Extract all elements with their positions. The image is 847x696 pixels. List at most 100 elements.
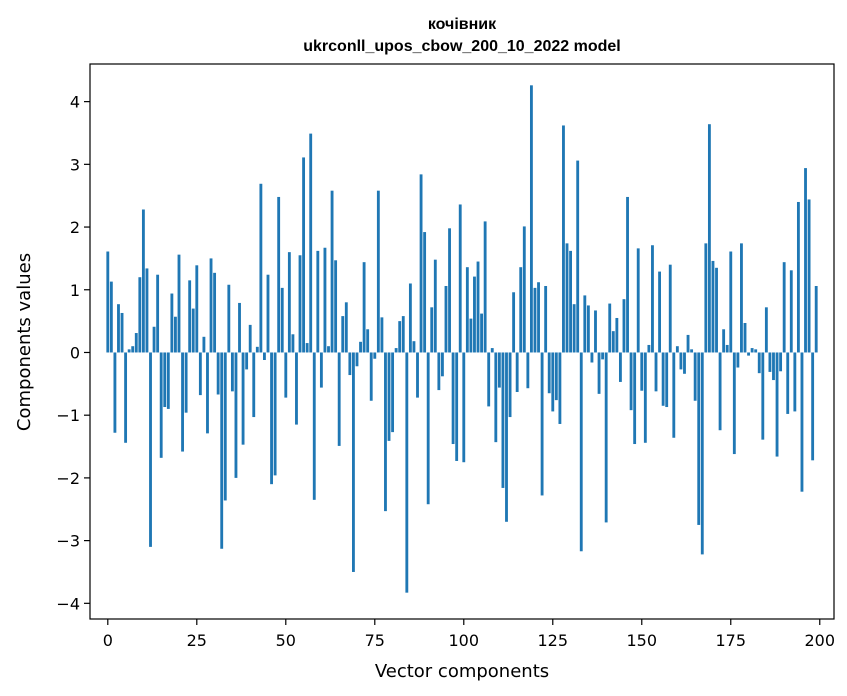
bar — [227, 284, 231, 353]
bar — [387, 352, 391, 441]
bar — [302, 157, 306, 353]
bar — [772, 352, 775, 381]
bar — [384, 352, 387, 512]
bar — [376, 190, 380, 353]
bar — [540, 352, 544, 496]
bar — [693, 352, 697, 401]
bar — [576, 160, 580, 353]
bar — [529, 85, 533, 353]
bar — [668, 264, 672, 353]
bar — [665, 352, 669, 408]
bar — [519, 267, 523, 353]
bar — [348, 352, 352, 376]
bar — [124, 352, 128, 443]
bar — [526, 352, 530, 389]
bar — [533, 287, 537, 353]
bar — [312, 352, 316, 500]
bar — [145, 268, 149, 353]
bar — [398, 321, 402, 353]
bar — [597, 352, 601, 394]
bar — [305, 343, 309, 353]
bar — [800, 352, 804, 492]
bar — [608, 303, 612, 353]
bar — [177, 254, 181, 353]
bar — [462, 352, 466, 463]
bar — [437, 352, 441, 391]
bar — [408, 283, 412, 353]
bar — [583, 295, 587, 353]
bar — [209, 258, 213, 353]
bar — [789, 270, 793, 353]
y-tick-label: −2 — [56, 469, 80, 488]
y-axis: −4 −3 −2 −1 0 1 2 3 4 — [56, 93, 90, 613]
bar — [234, 352, 238, 478]
bar — [355, 352, 359, 367]
bar — [159, 352, 163, 458]
x-tick-label: 50 — [276, 631, 296, 650]
bar — [170, 293, 174, 353]
bar — [337, 352, 341, 446]
bar — [764, 307, 768, 353]
bar — [658, 271, 661, 353]
bar — [732, 352, 736, 455]
x-tick-label: 200 — [804, 631, 835, 650]
bar — [547, 352, 551, 394]
bar — [316, 250, 320, 353]
bar — [654, 352, 658, 392]
bar — [455, 352, 459, 461]
bar — [711, 260, 715, 353]
bar — [736, 352, 740, 368]
bar — [775, 352, 779, 457]
bar — [782, 262, 786, 353]
bar — [804, 168, 807, 353]
y-tick-label: 2 — [70, 218, 80, 237]
bar — [198, 352, 202, 396]
y-tick-label: 4 — [70, 93, 80, 112]
bar — [672, 352, 676, 438]
bar — [779, 352, 783, 372]
bar — [740, 243, 743, 353]
y-tick-label: 3 — [70, 155, 80, 174]
bar — [544, 286, 548, 353]
bar — [793, 352, 797, 412]
bar — [106, 251, 110, 353]
bar — [522, 226, 526, 353]
bar — [416, 352, 419, 398]
bar — [202, 336, 206, 353]
bar — [206, 352, 209, 434]
bar — [497, 352, 501, 388]
bar — [323, 247, 327, 353]
bar — [255, 346, 259, 353]
bar — [565, 243, 569, 353]
bar — [562, 125, 565, 353]
x-tick-label: 25 — [187, 631, 207, 650]
bar — [633, 352, 637, 445]
bar — [458, 204, 462, 353]
bar — [195, 265, 199, 353]
plot-frame — [89, 63, 835, 620]
bar — [263, 352, 266, 360]
chart-subtitle: ukrconll_upos_cbow_200_10_2022 model — [303, 38, 620, 55]
bar — [707, 124, 711, 353]
bar — [291, 334, 295, 353]
bar — [490, 348, 494, 353]
bar — [120, 312, 124, 353]
bar — [586, 305, 590, 353]
bar — [473, 276, 476, 353]
x-tick-label: 100 — [449, 631, 480, 650]
bar — [344, 302, 348, 353]
bar — [309, 133, 313, 353]
bar — [476, 261, 480, 353]
bar — [352, 352, 355, 572]
bar — [341, 316, 345, 353]
bar — [715, 267, 718, 353]
bar — [594, 310, 597, 353]
bar — [163, 352, 167, 408]
bar — [273, 352, 277, 476]
x-tick-label: 175 — [715, 631, 746, 650]
bar — [679, 352, 683, 370]
bar — [451, 352, 455, 445]
bar — [704, 243, 708, 353]
bar — [483, 221, 487, 353]
bar — [216, 352, 220, 395]
